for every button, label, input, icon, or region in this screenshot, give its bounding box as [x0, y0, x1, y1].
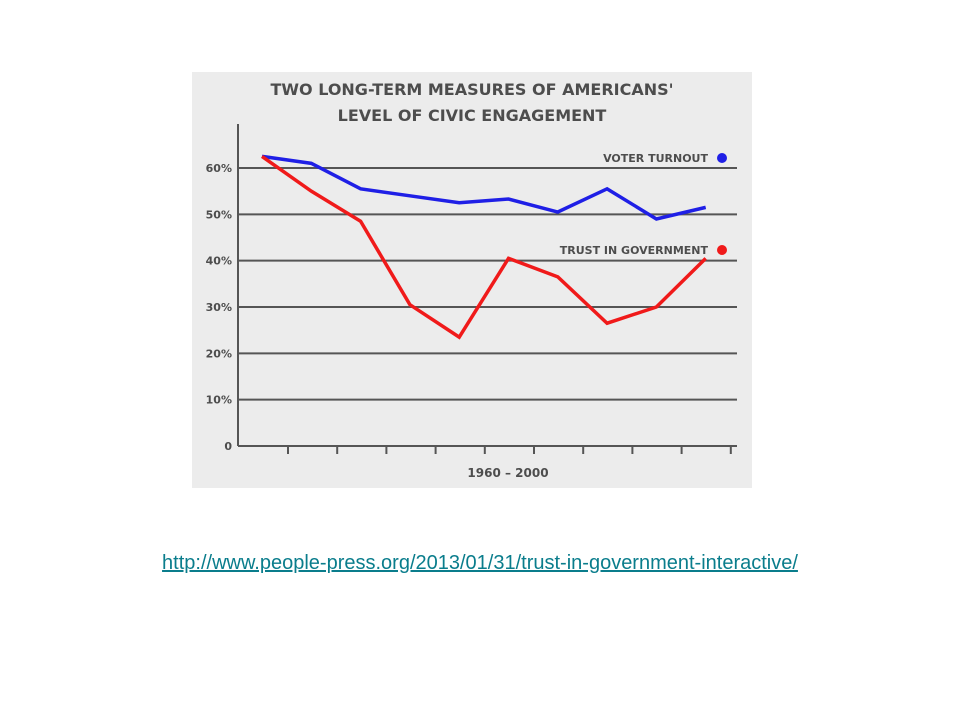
y-tick-label: 30%: [206, 301, 232, 314]
y-tick-label: 40%: [206, 255, 232, 268]
y-tick-label: 20%: [206, 347, 232, 360]
series-line-1: [260, 154, 707, 340]
chart-panel: TWO LONG-TERM MEASURES OF AMERICANS' LEV…: [192, 72, 752, 488]
x-axis-label: 1960 – 2000: [467, 466, 548, 480]
y-tick-label: 10%: [206, 394, 232, 407]
y-tick-label: 50%: [206, 208, 232, 221]
line-chart: TWO LONG-TERM MEASURES OF AMERICANS' LEV…: [206, 80, 737, 480]
legend-label-0: VOTER TURNOUT: [603, 152, 708, 165]
y-tick-label: 60%: [206, 162, 232, 175]
source-url-link[interactable]: http://www.people-press.org/2013/01/31/t…: [162, 552, 798, 574]
legend: VOTER TURNOUT TRUST IN GOVERNMENT: [560, 152, 727, 257]
legend-marker-0: [717, 153, 727, 163]
gridlines: [237, 124, 737, 447]
chart-title-line-1: TWO LONG-TERM MEASURES OF AMERICANS': [270, 80, 673, 99]
legend-label-1: TRUST IN GOVERNMENT: [560, 244, 709, 257]
y-tick-label: 0: [224, 440, 232, 453]
y-tick-labels: 0 10% 20% 30% 40% 50% 60%: [206, 162, 233, 453]
series-lines: [260, 154, 707, 340]
legend-marker-1: [717, 245, 727, 255]
series-line-0: [261, 154, 707, 221]
chart-title-line-2: LEVEL OF CIVIC ENGAGEMENT: [338, 106, 607, 125]
x-ticks: [287, 446, 732, 454]
